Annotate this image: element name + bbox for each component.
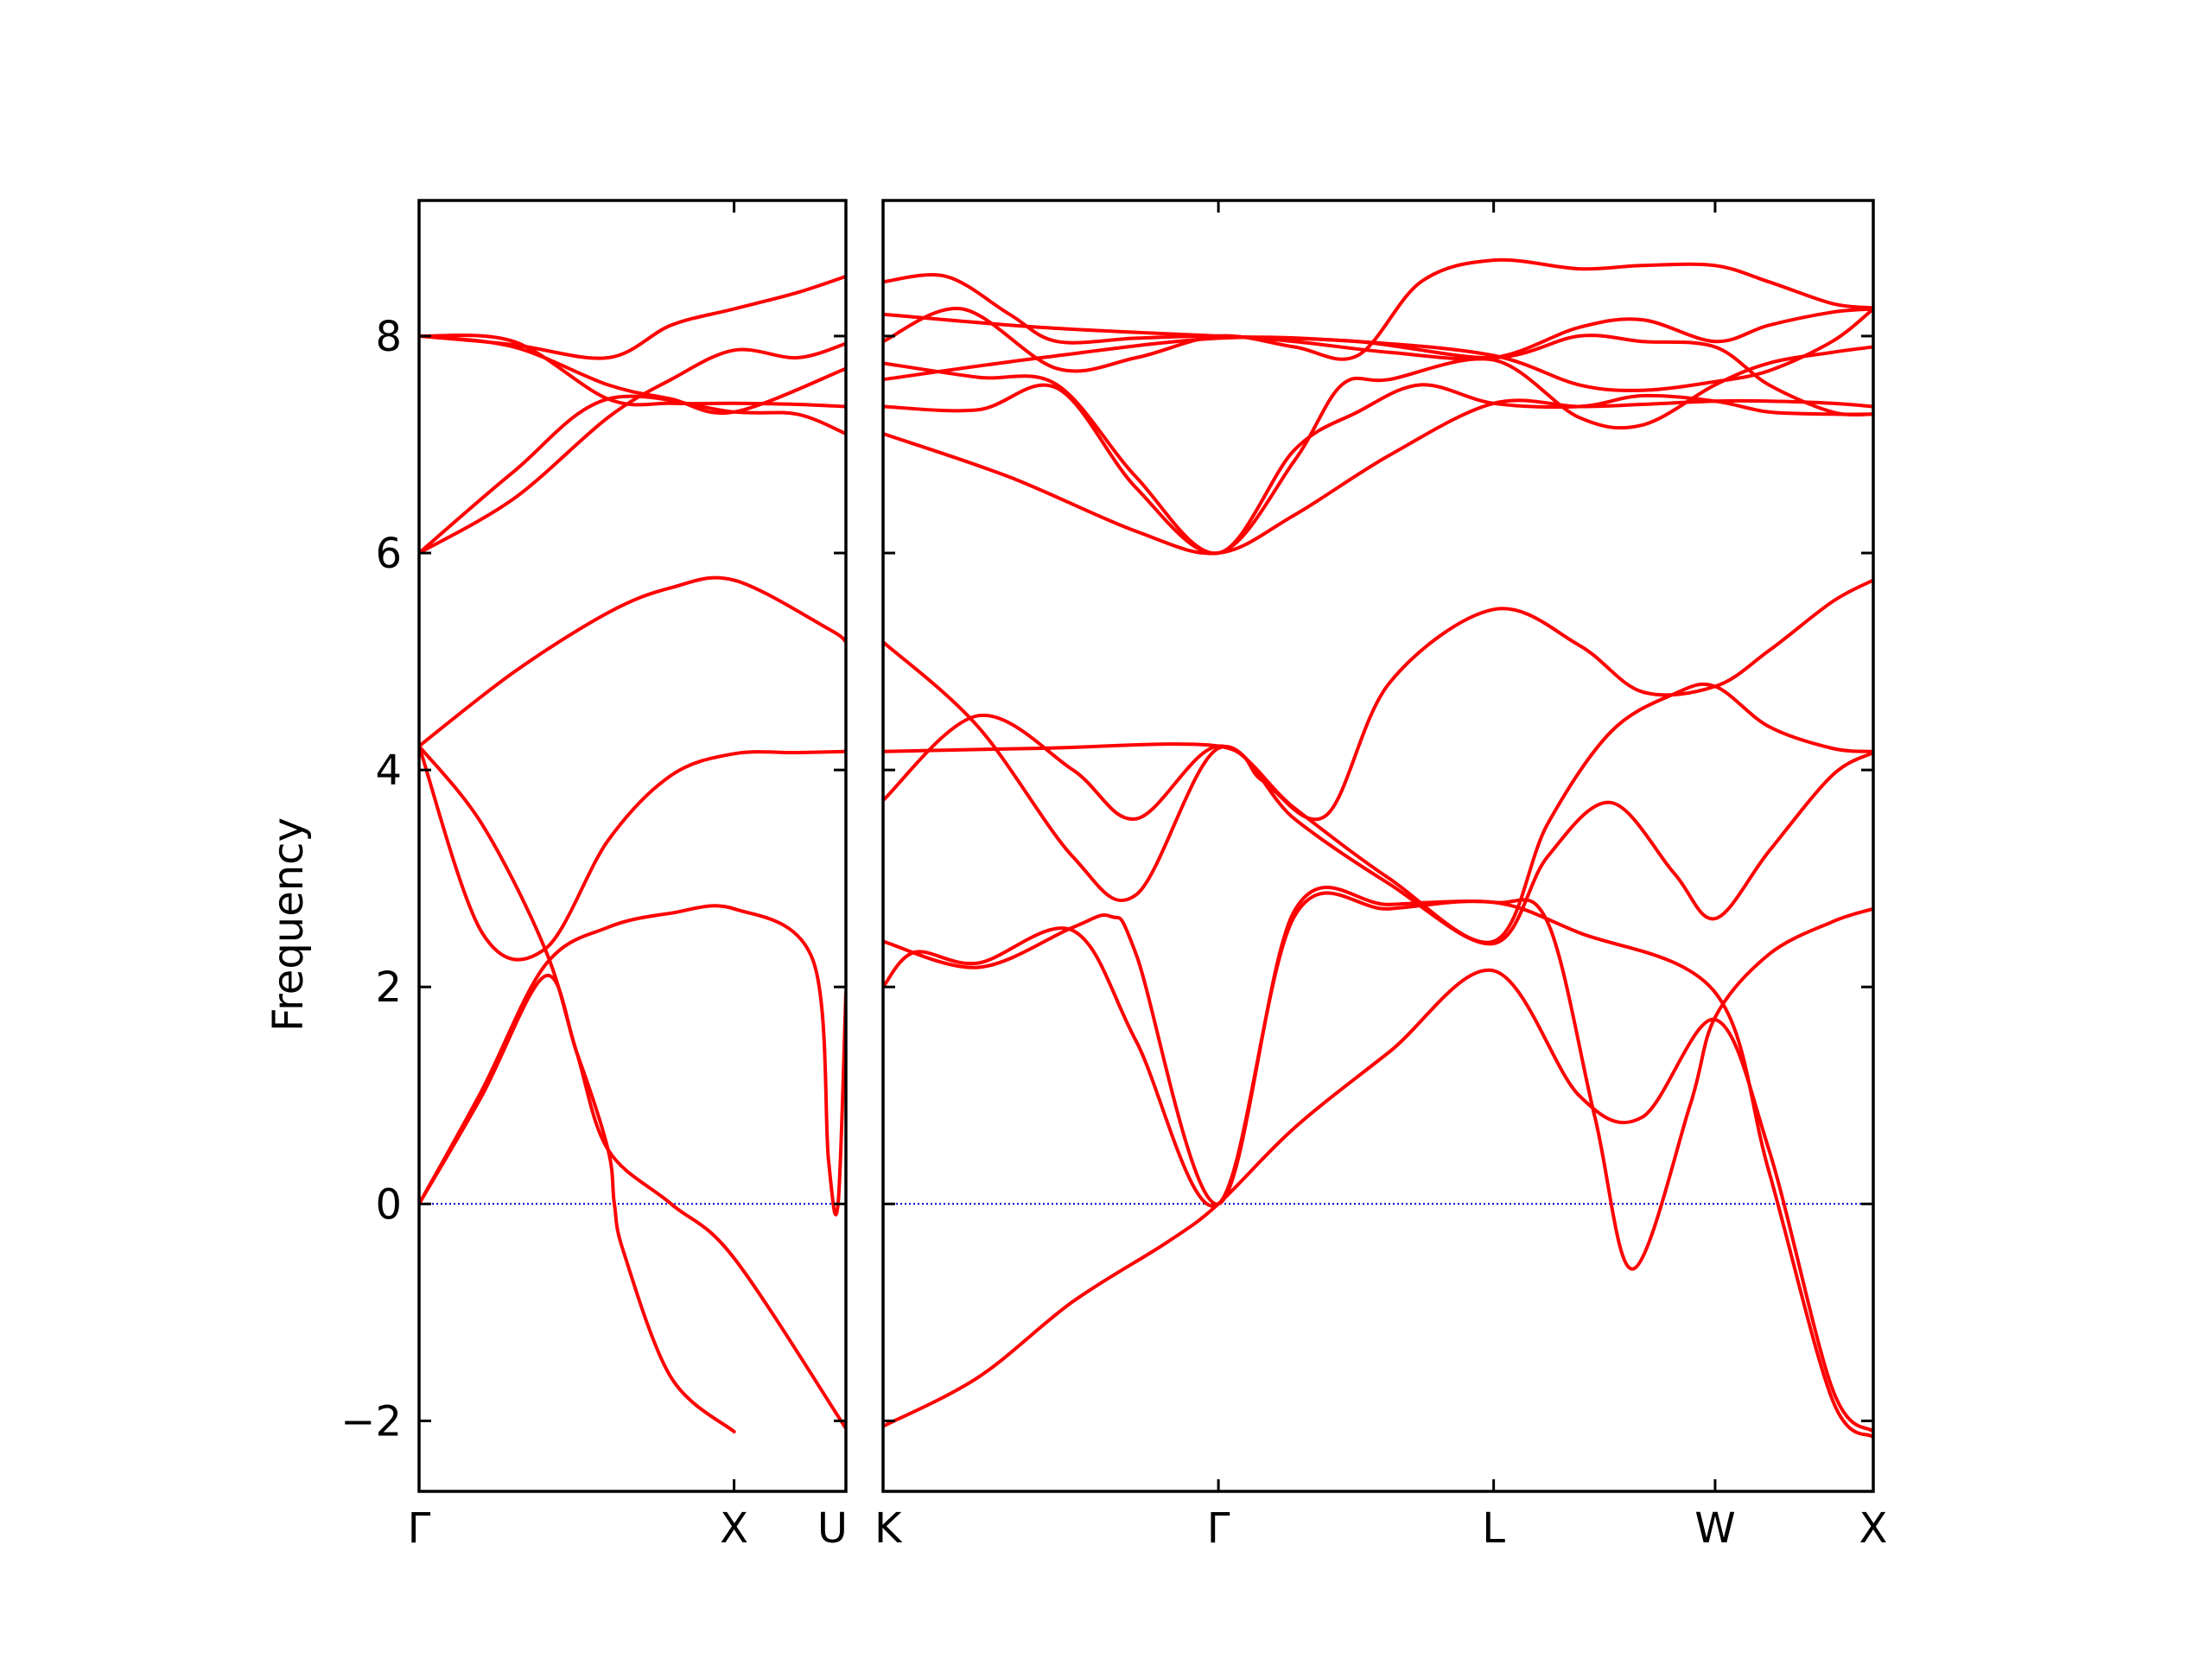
band-line: [883, 307, 1873, 392]
band-line: [419, 904, 846, 1217]
band-line: [883, 398, 1873, 556]
panel-1: −2 0 2 4 6 8: [340, 199, 848, 1493]
band-line: [419, 575, 846, 748]
y-tick-label: −2: [340, 1397, 402, 1446]
band-line: [419, 974, 736, 1433]
band-line: [883, 640, 1873, 946]
x-tick-label: X: [1859, 1504, 1888, 1553]
band-line: [883, 361, 1873, 556]
band-line: [883, 891, 1873, 1440]
y-tick-label: 4: [375, 747, 402, 795]
panel-2: [881, 199, 1875, 1493]
x-tick-label: K: [874, 1504, 903, 1553]
band-line: [883, 885, 1873, 1271]
panels-layer: −2 0 2 4 6 8 Γ X U K Γ L W X: [340, 199, 1888, 1553]
band-line: [419, 744, 846, 962]
y-tick-label: 0: [375, 1180, 402, 1229]
bands-group: [883, 257, 1873, 1440]
x-tick-label: X: [720, 1504, 748, 1553]
band-line: [883, 257, 1873, 373]
y-tick-label: 6: [375, 530, 402, 578]
panel-frame: [417, 199, 848, 1493]
bands-group: [419, 274, 846, 1433]
band-line: [419, 744, 846, 1431]
band-line: [883, 312, 1873, 417]
band-line: [419, 394, 846, 555]
x-tick-label: W: [1694, 1504, 1735, 1553]
x-tick-label: Γ: [408, 1504, 431, 1553]
y-axis-label: Frequency: [264, 817, 313, 1032]
band-line: [883, 968, 1873, 1433]
y-tick-label: 2: [375, 963, 402, 1012]
band-line: [883, 578, 1873, 822]
x-tick-label: L: [1482, 1504, 1505, 1553]
x-tick-label: Γ: [1207, 1504, 1230, 1553]
y-tick-label: 8: [375, 313, 402, 361]
band-line: [419, 334, 846, 416]
x-tick-label: U: [817, 1504, 848, 1553]
band-line: [419, 333, 846, 409]
panel-frame: [881, 199, 1875, 1493]
band-line: [419, 341, 846, 555]
band-line: [883, 682, 1873, 944]
